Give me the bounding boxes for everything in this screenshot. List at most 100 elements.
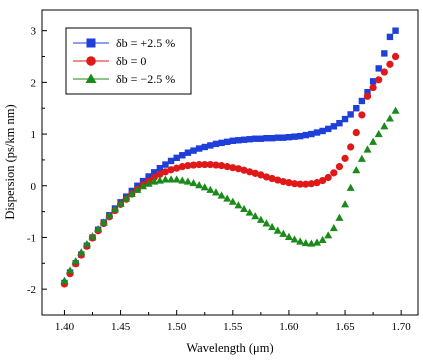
series-minus-point	[385, 114, 394, 122]
series-minus-point	[82, 239, 91, 248]
series-zero-point	[246, 168, 254, 176]
axis-ticks	[42, 30, 402, 315]
series-minus-point	[256, 215, 265, 223]
series-plus-point	[218, 139, 225, 147]
series-plus-point	[296, 132, 304, 140]
series-minus-point	[88, 232, 97, 240]
series-zero-point	[201, 160, 209, 169]
series-zero-point	[324, 173, 332, 182]
series-minus-point	[127, 189, 136, 198]
y-axis-title: Dispersion (ps/km nm)	[3, 104, 17, 219]
series-plus-point	[162, 161, 169, 168]
series-zero-point	[375, 76, 383, 84]
series-plus-point	[184, 149, 192, 156]
series-zero-point	[296, 180, 304, 188]
series-minus-point	[94, 224, 103, 233]
series-plus-point	[252, 135, 259, 142]
series-zero-point	[352, 128, 360, 137]
series-zero-point	[161, 168, 170, 176]
series-plus-point	[190, 147, 197, 154]
tick-labels: 1.40 1.45 1.50 1.55 1.60 1.65 1.70 -2 -1 0 1 2 3	[27, 26, 411, 333]
x-tick-label: 1.55	[223, 321, 243, 333]
series-minus-point	[363, 145, 372, 153]
series-minus-point	[161, 175, 170, 183]
data-marks	[60, 27, 400, 288]
series-zero-point	[380, 68, 388, 76]
series-plus-point	[229, 137, 237, 144]
series-plus-point	[223, 138, 231, 146]
series-minus-point	[296, 237, 305, 245]
series-minus-point	[357, 154, 366, 162]
series-minus-point	[77, 248, 86, 256]
series-plus-point	[347, 111, 354, 118]
series-minus-point	[71, 257, 80, 265]
series-plus-point	[151, 169, 158, 176]
series-plus-point	[156, 164, 164, 172]
y-tick-label: -1	[27, 232, 36, 244]
series-plus-point	[358, 97, 366, 105]
series-plus-point	[369, 78, 377, 85]
series-minus-point	[116, 199, 125, 207]
series-plus-point	[319, 127, 326, 135]
series-plus-point	[325, 125, 332, 133]
y-tick-label: 2	[31, 77, 37, 89]
series-plus-point	[330, 123, 338, 130]
series-zero-point	[206, 160, 214, 169]
x-tick-label: 1.65	[335, 321, 355, 333]
series-plus-point	[375, 65, 382, 72]
series-plus-point	[195, 145, 203, 152]
series-plus-point	[308, 130, 315, 138]
y-tick-label: 1	[31, 129, 37, 141]
legend: δb = +2.5 % δb = 0 δb = −2.5 %	[65, 27, 192, 95]
series-minus-point	[329, 223, 338, 232]
legend-label-zero: δb = 0	[116, 54, 146, 68]
series-plus-point	[263, 135, 270, 142]
x-tick-label: 1.60	[279, 321, 299, 333]
series-plus-point	[313, 129, 321, 136]
series-zero-point	[156, 170, 164, 178]
series-zero-point	[279, 178, 287, 186]
legend-label-minus: δb = −2.5 %	[116, 72, 175, 86]
series-zero-point	[313, 179, 321, 187]
series-plus-point	[302, 131, 309, 139]
series-plus-point	[235, 137, 242, 144]
legend-label-plus: δb = +2.5 %	[116, 36, 175, 50]
series-minus-point	[167, 175, 176, 183]
series-minus-point	[189, 178, 198, 187]
x-tick-label: 1.50	[167, 321, 187, 333]
series-plus-point	[285, 133, 293, 141]
y-tick-label: 3	[31, 26, 37, 38]
series-minus-point	[279, 229, 288, 237]
series-minus-point	[301, 238, 310, 247]
series-zero-point	[178, 163, 186, 171]
series-minus-point	[99, 218, 108, 226]
series-plus-point	[179, 152, 186, 159]
series-zero-point	[341, 154, 349, 162]
series-plus-point	[280, 134, 287, 141]
series-minus-point	[369, 137, 378, 145]
series-minus-point	[324, 231, 333, 239]
series-minus-point	[318, 235, 327, 244]
series-plus-point	[240, 136, 248, 143]
series-minus-point	[268, 222, 277, 231]
y-tick-label: -2	[27, 284, 36, 296]
series-zero-point	[184, 162, 192, 170]
series-zero-point	[307, 180, 315, 188]
series-zero-point	[223, 163, 231, 171]
series-minus-point	[133, 185, 142, 193]
series-minus-point	[150, 177, 159, 185]
x-tick-label: 1.45	[111, 321, 131, 333]
series-minus-point	[155, 176, 164, 184]
series-zero-point	[318, 176, 327, 185]
series-zero-point	[302, 180, 310, 188]
series-plus-point	[167, 157, 175, 165]
series-zero-point	[240, 166, 248, 174]
series-minus-point	[139, 182, 148, 190]
series-plus-point	[274, 134, 281, 141]
series-minus-point	[391, 106, 400, 114]
series-plus-point	[381, 50, 388, 57]
series-minus-point	[290, 235, 299, 243]
series-minus-point	[206, 185, 215, 193]
series-minus-point	[341, 200, 350, 208]
series-minus-point	[200, 183, 209, 191]
